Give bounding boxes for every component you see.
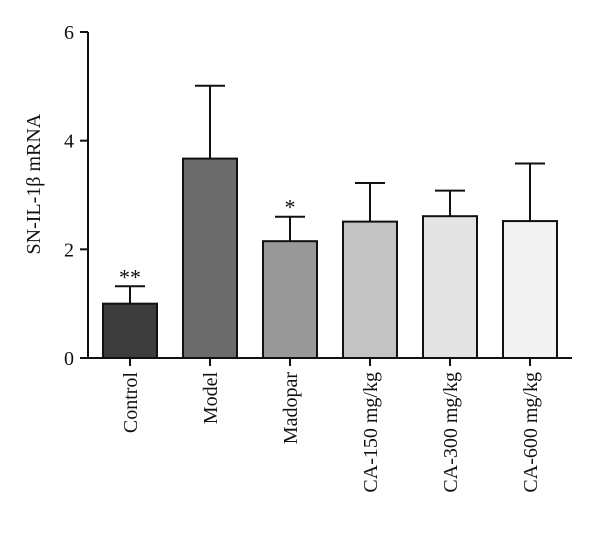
x-tick-label: CA-150 mg/kg (360, 372, 382, 493)
significance-annotations: *** (119, 195, 296, 290)
significance-marker: * (285, 195, 296, 220)
bar-ca-150-mg-kg (342, 220, 398, 359)
y-axis-label: SN-IL-1β mRNA (23, 113, 45, 254)
bar-madopar (262, 240, 318, 359)
y-axis: 0 2 4 6 (64, 22, 89, 370)
x-tick-label: CA-300 mg/kg (440, 372, 462, 493)
x-tick-label: CA-600 mg/kg (520, 372, 542, 493)
significance-marker: ** (119, 264, 141, 289)
y-tick-label: 4 (64, 131, 74, 153)
bar-model (182, 157, 238, 359)
bars (102, 157, 558, 359)
y-tick-label: 6 (64, 22, 74, 44)
y-tick-label: 2 (64, 239, 74, 261)
y-tick-label: 0 (64, 348, 74, 370)
bar-control (102, 302, 158, 359)
x-tick-label: Madopar (280, 372, 302, 445)
x-tick-label: Model (200, 372, 222, 425)
error-bars (115, 84, 545, 304)
x-axis: Control Model Madopar CA-150 mg/kg CA-300 mg… (88, 357, 572, 493)
bar-ca-600-mg-kg (502, 220, 558, 359)
bar-ca-300-mg-kg (422, 215, 478, 359)
x-tick-label: Control (120, 372, 142, 434)
